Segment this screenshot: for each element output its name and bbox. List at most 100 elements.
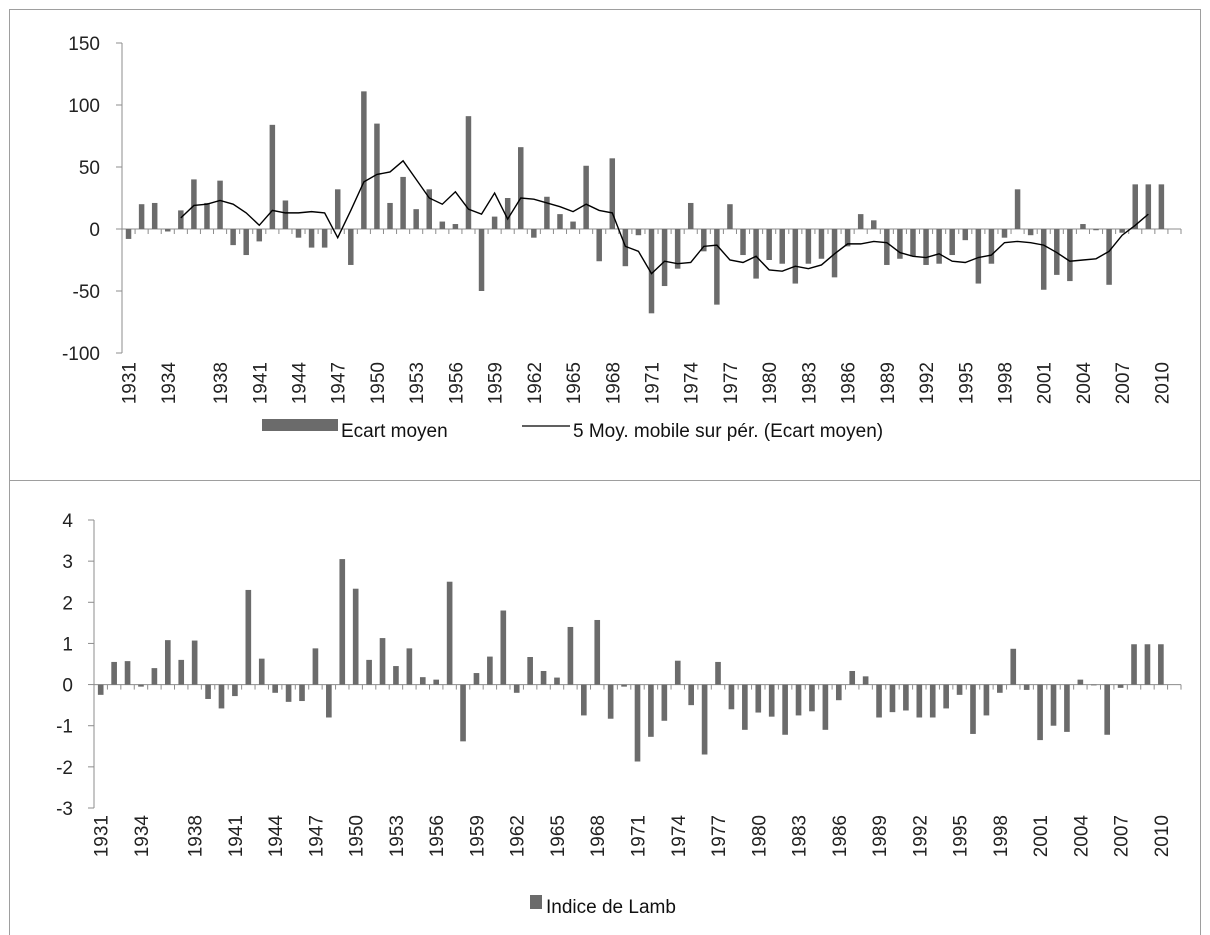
bar [1027,229,1034,236]
panel-frame-top [9,9,1201,481]
x-tick-label: 1977 [709,815,730,857]
y-tick-label: 1 [62,634,73,655]
x-tick-label: 1965 [564,362,585,404]
bar [844,229,851,247]
bar [648,684,654,737]
bar [124,661,131,685]
bar [1144,644,1151,685]
x-tick-label: 1931 [120,362,141,404]
bar [165,229,171,232]
bar [256,229,263,242]
bar [230,229,236,246]
bar [308,229,315,248]
bar [544,196,550,229]
bar [782,684,788,735]
bar [312,648,319,685]
legend: Indice de Lamb [530,895,676,918]
bar [889,684,896,713]
x-tick-label: 1944 [290,362,311,405]
y-tick-label: 2 [62,593,73,614]
bar [910,229,916,257]
moving-average-line [180,159,1149,275]
x-tick-label: 1959 [486,362,507,404]
bar [583,165,589,229]
bar [805,229,812,264]
y-tick-label: -100 [62,344,100,365]
bar [1040,229,1047,290]
bar [581,684,587,716]
x-tick-label: 1992 [910,815,931,857]
bar [975,229,982,284]
x-tick-label: 1953 [407,362,428,404]
bar [258,658,265,685]
y-tick-label: 4 [62,511,73,532]
bar [621,684,627,687]
bar [245,589,252,685]
x-tick-label: 1980 [760,362,781,404]
bar [661,684,668,721]
bar [607,684,614,719]
bar [1119,229,1125,233]
x-tick-label: 2007 [1113,362,1134,404]
bar [701,229,707,252]
bar [714,229,720,305]
x-tick-label: 1995 [951,815,972,857]
x-tick-label: 1956 [427,815,448,857]
x-tick-label: 1956 [446,362,467,404]
bar [1001,229,1008,238]
x-tick-label: 1986 [830,815,851,857]
x-tick-label: 2010 [1152,362,1173,404]
x-tick-label: 1931 [92,815,113,857]
x-tick-label: 1944 [266,815,287,858]
x-tick-label: 1968 [588,815,609,857]
bar [728,684,735,710]
x-tick-label: 1941 [250,362,271,404]
bar [929,684,936,718]
y-tick-label: 0 [62,676,73,697]
bar [1106,229,1112,285]
bar [504,198,511,229]
bar [1050,684,1057,726]
bar [903,684,909,711]
bar [191,179,197,229]
bar [596,229,602,262]
bar [531,229,537,238]
bar [755,684,762,713]
bar [1158,644,1164,685]
bar [151,202,158,229]
bar [178,659,185,685]
bar [727,204,733,229]
x-tick-label: 1938 [186,815,207,857]
bar [446,581,453,685]
bar [478,229,485,291]
bar [857,214,864,229]
bar [178,210,184,229]
bar [687,202,694,229]
bar [956,684,963,695]
bar [871,220,877,229]
bar [387,202,393,229]
bar [366,659,372,685]
ecart-moyen-chart: 150 100 50 0 -50 -100 1931 1934 1938 1941 1944 1947… [62,34,1182,442]
bar [923,229,929,265]
x-tick-label: 1989 [878,362,899,404]
x-tick-label: 1934 [159,362,180,405]
bar [439,221,446,229]
bar [792,229,799,284]
bar [962,229,969,241]
bar [191,640,198,685]
x-tick-label: 1968 [603,362,624,404]
bar [164,640,171,685]
bar [635,229,642,236]
bar [557,214,563,229]
x-tick-label: 1995 [956,362,977,404]
x-tick-label: 2007 [1112,815,1133,857]
x-tick-label: 1998 [996,362,1017,404]
bar [204,202,210,229]
bar [768,684,775,717]
bar [272,684,278,693]
bar [460,684,466,742]
bar [232,684,238,697]
x-tick-label: 1947 [329,362,350,404]
